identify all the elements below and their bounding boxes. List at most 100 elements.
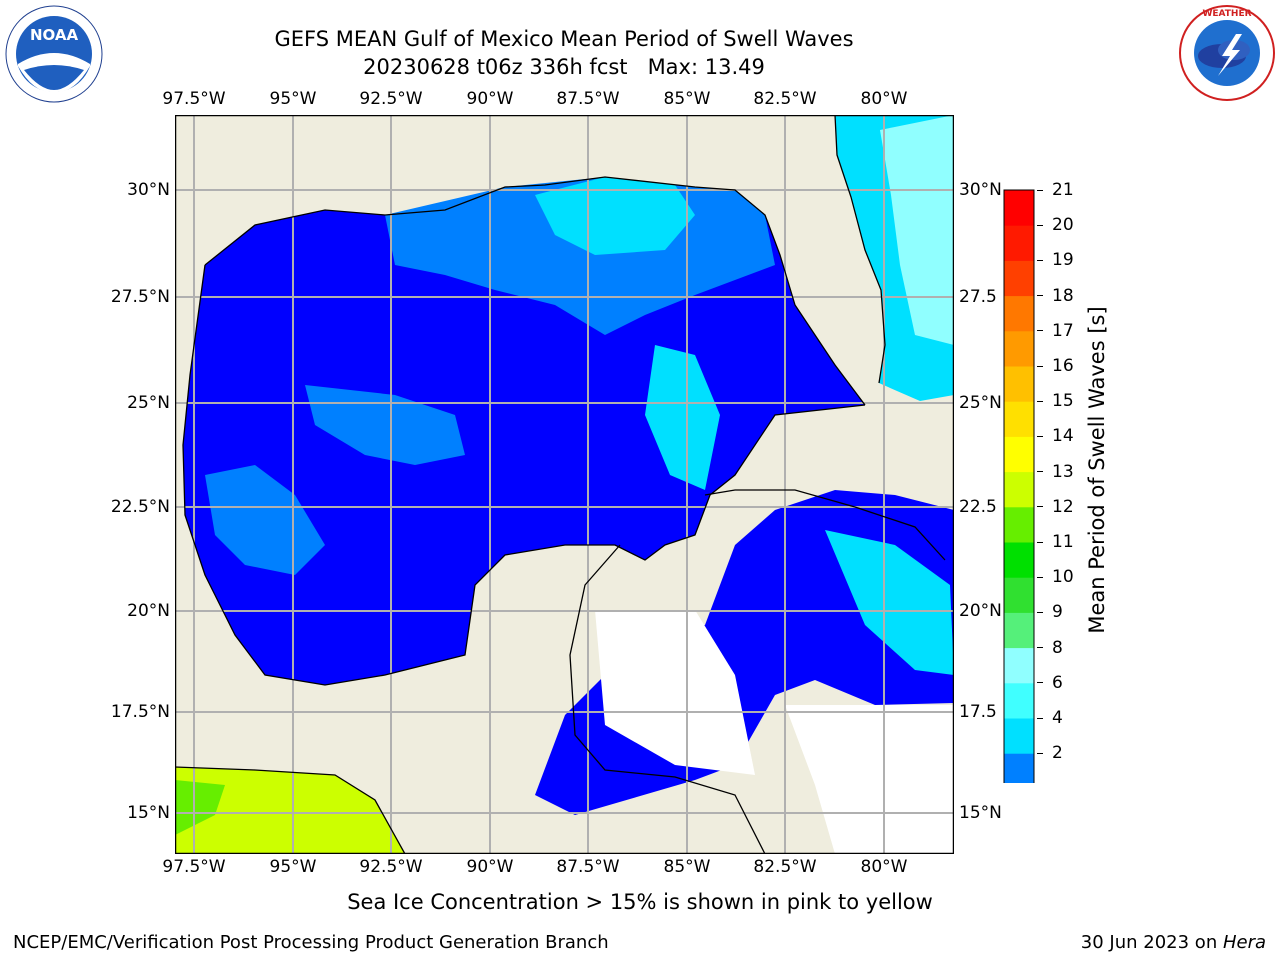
- colorbar-svg: [1003, 189, 1035, 818]
- footer-date: 30 Jun 2023 on Hera: [1081, 932, 1266, 953]
- map-area: [174, 114, 955, 855]
- lat-tick-left: 17.5°N: [110, 702, 170, 722]
- colorbar-tick-mark: [1037, 647, 1043, 649]
- lat-tick-left: 15°N: [127, 803, 170, 823]
- colorbar-tick-label: 17: [1052, 320, 1074, 341]
- map-title: GEFS MEAN Gulf of Mexico Mean Period of …: [274, 27, 854, 51]
- lon-tick-bottom: 92.5°W: [359, 857, 423, 877]
- lat-tick-left: 20°N: [127, 601, 170, 621]
- colorbar-tick-mark: [1037, 682, 1043, 684]
- colorbar-segment: [1004, 401, 1034, 437]
- colorbar-tick-label: 13: [1052, 461, 1074, 482]
- lon-tick-top: 92.5°W: [359, 89, 423, 109]
- colorbar-segment: [1004, 542, 1034, 578]
- colorbar-tick-label: 12: [1052, 496, 1074, 517]
- lat-tick-left: 27.5°N: [110, 287, 170, 307]
- map-svg: [174, 114, 955, 855]
- lon-tick-bottom: 85°W: [663, 857, 711, 877]
- pacific-longer-period: [175, 780, 225, 835]
- colorbar-tick-label: 2: [1052, 743, 1063, 764]
- colorbar-tick-mark: [1037, 506, 1043, 508]
- lon-tick-bottom: 97.5°W: [162, 857, 226, 877]
- colorbar-tick-label: 21: [1052, 180, 1074, 200]
- colorbar-tick-label: 20: [1052, 215, 1074, 236]
- sea-ice-caption: Sea Ice Concentration > 15% is shown in …: [347, 890, 933, 914]
- colorbar-tick-mark: [1037, 471, 1043, 473]
- lat-tick-right: 25°N: [959, 393, 1002, 413]
- noaa-logo-text: NOAA: [30, 26, 79, 44]
- lat-tick-right: 27.5: [959, 287, 997, 307]
- western-gulf-band: [205, 465, 325, 575]
- lat-tick-right: 17.5: [959, 702, 997, 722]
- lat-tick-left: 25°N: [127, 393, 170, 413]
- caribbean-masked-1: [595, 610, 755, 775]
- colorbar-segment: [1004, 225, 1034, 261]
- colorbar-tick-mark: [1037, 717, 1043, 719]
- map-frame: [174, 114, 955, 855]
- colorbar-tick-mark: [1037, 295, 1043, 297]
- colorbar-tick-mark: [1037, 330, 1043, 332]
- colorbar-segment: [1004, 260, 1034, 297]
- lat-tick-left: 30°N: [127, 180, 170, 200]
- colorbar-tick-mark: [1037, 541, 1043, 543]
- colorbar-segment: [1004, 612, 1034, 649]
- colorbar-segment: [1004, 436, 1034, 473]
- colorbar-segment: [1004, 330, 1034, 367]
- colorbar-tick-mark: [1037, 259, 1043, 261]
- pacific-ocean: [175, 767, 405, 854]
- lon-tick-bottom: 80°W: [860, 857, 908, 877]
- lon-tick-bottom: 90°W: [466, 857, 514, 877]
- colorbar-segment: [1004, 718, 1034, 754]
- colorbar: [1001, 187, 1037, 818]
- map-subtitle: 20230628 t06z 336h fcst Max: 13.49: [363, 55, 765, 79]
- colorbar-tick-label: 14: [1052, 426, 1074, 447]
- lon-tick-top: 87.5°W: [556, 89, 620, 109]
- nws-logo: WEATHER: [1178, 4, 1276, 102]
- colorbar-segment: [1004, 190, 1034, 226]
- lat-tick-left: 22.5°N: [110, 497, 170, 517]
- colorbar-segment: [1004, 295, 1034, 332]
- colorbar-tick-label: 18: [1052, 285, 1074, 306]
- colorbar-label: Mean Period of Swell Waves [s]: [1085, 306, 1109, 634]
- central-gulf-band: [305, 385, 465, 465]
- colorbar-segment: [1004, 647, 1034, 684]
- lon-tick-top: 95°W: [269, 89, 317, 109]
- colorbar-tick-mark: [1037, 576, 1043, 578]
- colorbar-tick-label: 15: [1052, 391, 1074, 412]
- colorbar-segment: [1004, 577, 1034, 613]
- lat-tick-right: 30°N: [959, 180, 1002, 200]
- colorbar-tick-label: 10: [1052, 567, 1074, 588]
- colorbar-tick-mark: [1037, 189, 1043, 191]
- map-gridlines: [175, 115, 954, 854]
- east-gulf-plume: [645, 345, 720, 490]
- colorbar-tick-label: 4: [1052, 708, 1063, 728]
- noaa-logo: NOAA: [4, 4, 104, 104]
- lon-tick-bottom: 82.5°W: [753, 857, 817, 877]
- colorbar-tick-label: 11: [1052, 532, 1074, 552]
- footer-host: Hera: [1222, 932, 1266, 953]
- lat-tick-right: 22.5: [959, 497, 997, 517]
- colorbar-tick-mark: [1037, 400, 1043, 402]
- colorbar-segment: [1004, 366, 1034, 402]
- colorbar-tick-label: 6: [1052, 672, 1063, 693]
- colorbar-tick-mark: [1037, 365, 1043, 367]
- northeast-gulf-swell: [535, 177, 695, 255]
- lon-tick-top: 85°W: [663, 89, 711, 109]
- gulf-of-mexico: [183, 177, 865, 685]
- atlantic-long-period: [880, 115, 954, 345]
- colorbar-tick-label: 16: [1052, 356, 1074, 376]
- colorbar-tick-label: 19: [1052, 250, 1074, 271]
- lon-tick-bottom: 95°W: [269, 857, 317, 877]
- footer-credit: NCEP/EMC/Verification Post Processing Pr…: [13, 932, 609, 953]
- caribbean-masked-2: [785, 705, 954, 854]
- lon-tick-top: 90°W: [466, 89, 514, 109]
- colorbar-tick-label: 8: [1052, 637, 1063, 658]
- colorbar-tick-label: 9: [1052, 602, 1063, 623]
- lon-tick-bottom: 87.5°W: [556, 857, 620, 877]
- lat-tick-right: 15°N: [959, 803, 1002, 823]
- colorbar-tick-mark: [1037, 752, 1043, 754]
- colorbar-segment: [1004, 682, 1034, 719]
- lon-tick-top: 82.5°W: [753, 89, 817, 109]
- lon-tick-top: 80°W: [860, 89, 908, 109]
- colorbar-tick-mark: [1037, 224, 1043, 226]
